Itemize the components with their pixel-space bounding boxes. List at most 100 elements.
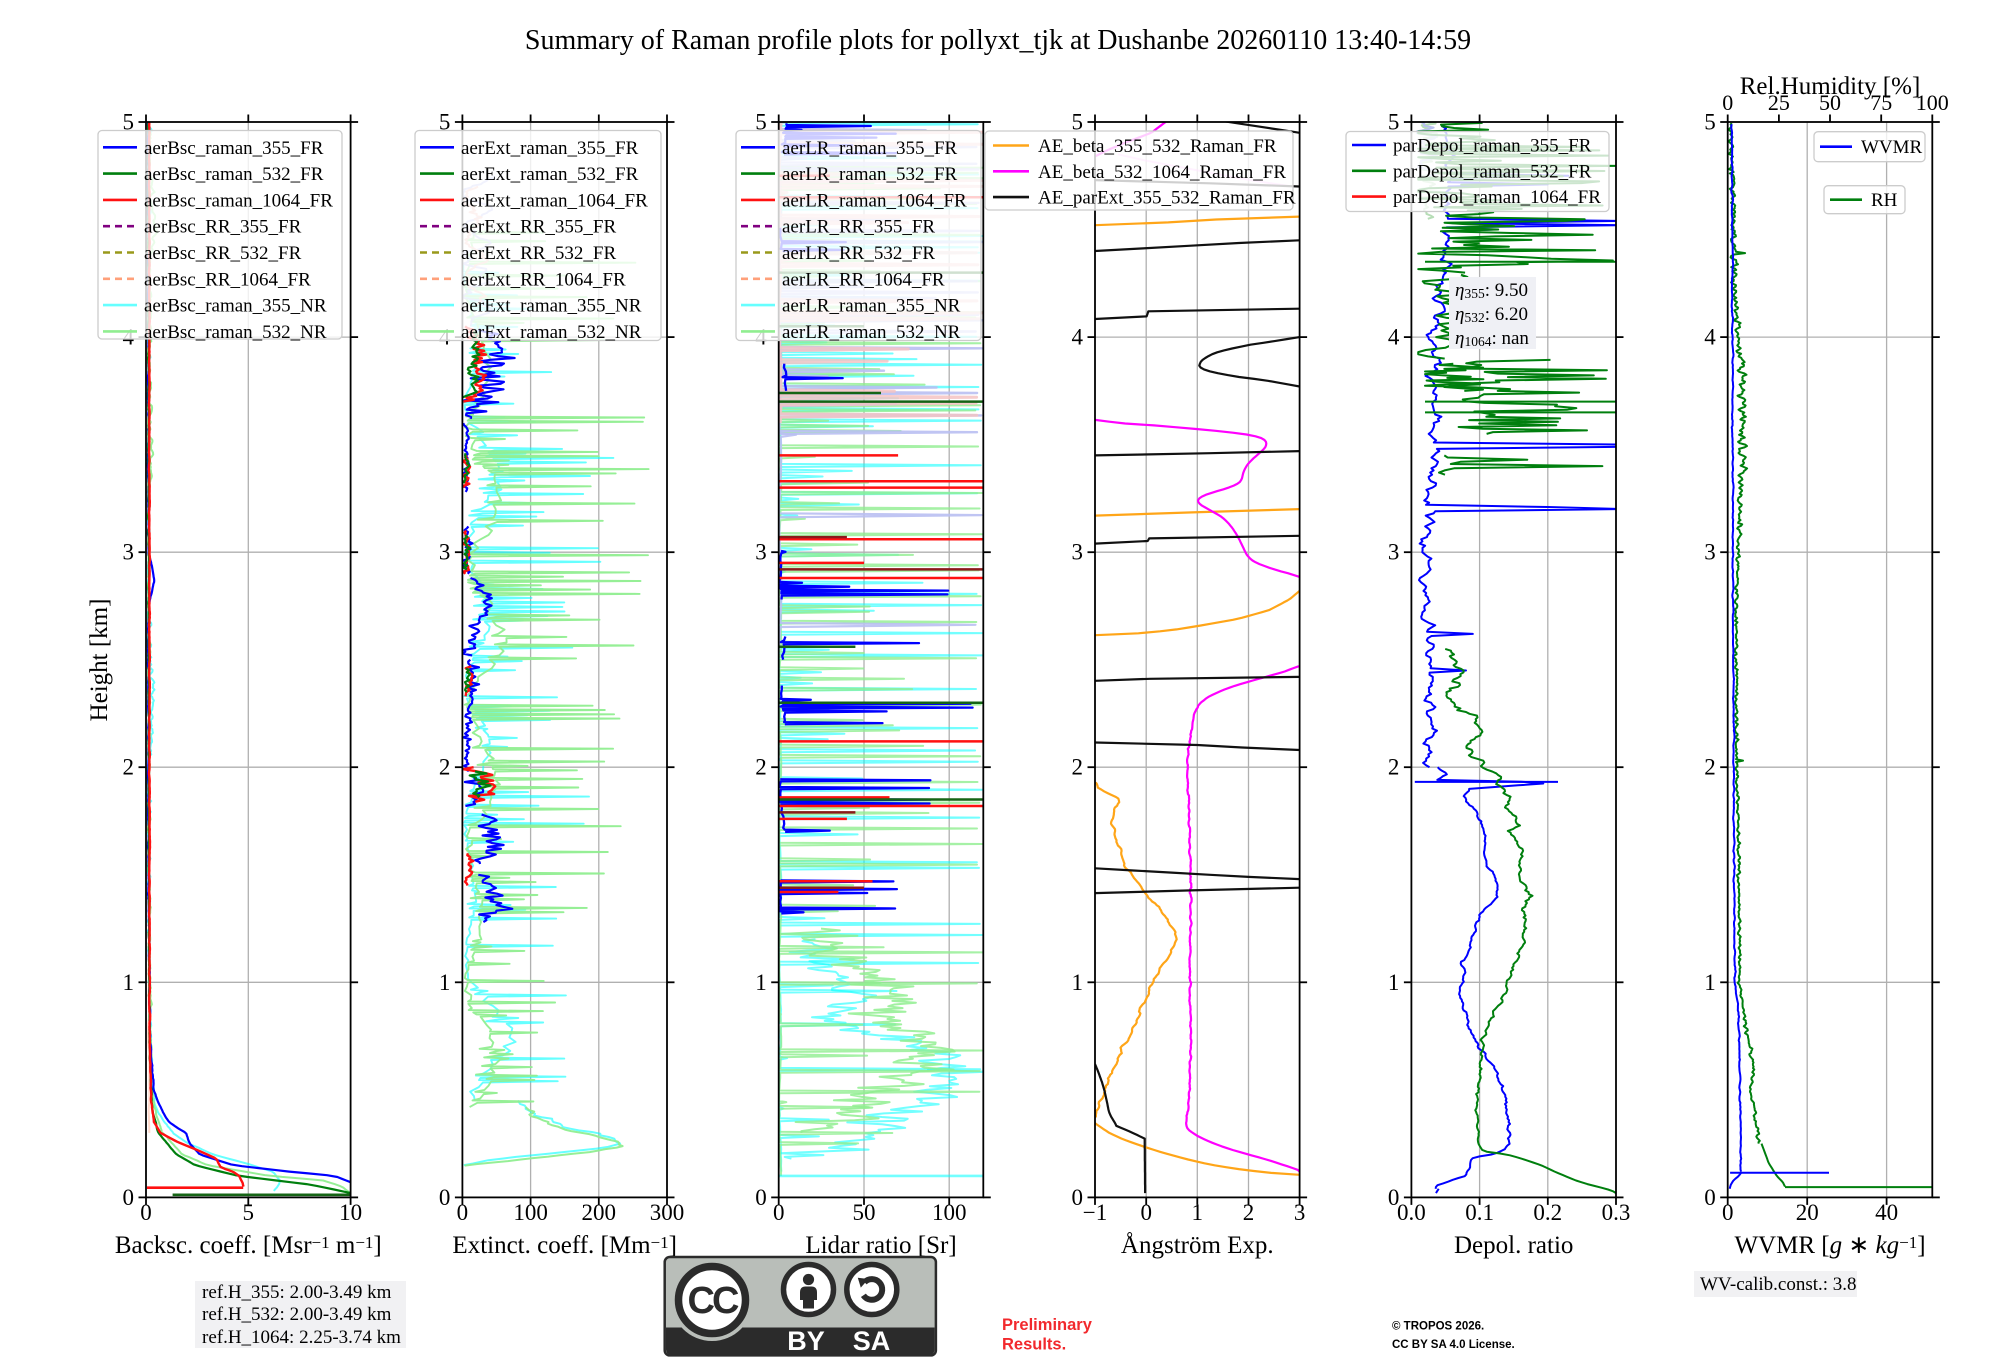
svg-text:300: 300 [650, 1200, 685, 1225]
svg-text:aerExt_RR_355_FR: aerExt_RR_355_FR [461, 217, 616, 238]
svg-text:aerBsc_RR_1064_FR: aerBsc_RR_1064_FR [144, 269, 311, 290]
svg-text:ref.H_1064: 2.25-3.74 km: ref.H_1064: 2.25-3.74 km [202, 1327, 401, 1348]
svg-text:aerExt_raman_1064_FR: aerExt_raman_1064_FR [461, 190, 648, 211]
svg-text:1: 1 [1704, 970, 1716, 995]
svg-text:RH: RH [1871, 190, 1898, 211]
svg-text:aerExt_raman_355_FR: aerExt_raman_355_FR [461, 138, 639, 159]
svg-text:200: 200 [582, 1200, 617, 1225]
svg-text:0: 0 [1072, 1185, 1084, 1210]
svg-text:aerExt_raman_532_FR: aerExt_raman_532_FR [461, 164, 639, 185]
svg-text:aerBsc_raman_355_FR: aerBsc_raman_355_FR [144, 138, 324, 159]
svg-text:25: 25 [1768, 90, 1790, 115]
svg-text:Ångström Exp.: Ångström Exp. [1121, 1232, 1274, 1259]
svg-text:4: 4 [1072, 325, 1084, 350]
svg-text:40: 40 [1875, 1200, 1898, 1225]
svg-text:1: 1 [439, 970, 451, 995]
svg-text:Summary of Raman profile plots: Summary of Raman profile plots for polly… [525, 25, 1471, 56]
svg-text:BY: BY [787, 1326, 825, 1356]
svg-text:0: 0 [439, 1185, 451, 1210]
svg-text:aerBsc_raman_532_NR: aerBsc_raman_532_NR [144, 322, 327, 343]
svg-text:ref.H_355: 2.00-3.49 km: ref.H_355: 2.00-3.49 km [202, 1282, 392, 1303]
svg-text:1: 1 [1072, 970, 1084, 995]
svg-text:η532: 6.20: η532: 6.20 [1455, 304, 1528, 325]
svg-text:1: 1 [1388, 970, 1400, 995]
svg-text:2: 2 [1704, 755, 1716, 780]
svg-text:0: 0 [123, 1185, 135, 1210]
svg-text:Height [km]: Height [km] [86, 599, 113, 722]
svg-text:0.2: 0.2 [1533, 1200, 1562, 1225]
svg-text:WV-calib.const.: 3.8: WV-calib.const.: 3.8 [1700, 1274, 1857, 1295]
svg-text:parDepol_raman_355_FR: parDepol_raman_355_FR [1393, 136, 1592, 157]
svg-text:aerBsc_RR_355_FR: aerBsc_RR_355_FR [144, 217, 302, 238]
svg-text:100: 100 [513, 1200, 548, 1225]
svg-text:0: 0 [1140, 1200, 1152, 1225]
svg-text:3: 3 [1072, 540, 1084, 565]
svg-text:5: 5 [243, 1200, 255, 1225]
svg-text:0.1: 0.1 [1465, 1200, 1494, 1225]
svg-text:parDepol_raman_1064_FR: parDepol_raman_1064_FR [1393, 187, 1601, 208]
svg-text:η1064: nan: η1064: nan [1455, 328, 1529, 349]
svg-text:100: 100 [932, 1200, 967, 1225]
svg-text:Extinct. coeff. [Mm−1]: Extinct. coeff. [Mm−1] [452, 1232, 677, 1259]
svg-text:aerLR_RR_1064_FR: aerLR_RR_1064_FR [782, 269, 945, 290]
svg-text:0: 0 [1388, 1185, 1400, 1210]
svg-text:1: 1 [1192, 1200, 1204, 1225]
svg-text:Rel.Humidity [%]: Rel.Humidity [%] [1740, 73, 1921, 100]
svg-text:2: 2 [1388, 755, 1400, 780]
svg-text:aerBsc_raman_532_FR: aerBsc_raman_532_FR [144, 164, 324, 185]
svg-text:3: 3 [1294, 1200, 1306, 1225]
svg-text:0: 0 [457, 1200, 469, 1225]
svg-text:5: 5 [123, 110, 135, 135]
svg-text:2: 2 [755, 755, 767, 780]
svg-text:5: 5 [439, 110, 451, 135]
svg-text:0: 0 [140, 1200, 152, 1225]
svg-text:AE_parExt_355_532_Raman_FR: AE_parExt_355_532_Raman_FR [1038, 188, 1296, 209]
svg-text:WVMR [g ∗ kg−1]: WVMR [g ∗ kg−1] [1734, 1232, 1925, 1259]
svg-text:1: 1 [755, 970, 767, 995]
svg-text:ref.H_532: 2.00-3.49 km: ref.H_532: 2.00-3.49 km [202, 1304, 392, 1325]
svg-text:2: 2 [1243, 1200, 1255, 1225]
svg-text:aerExt_raman_355_NR: aerExt_raman_355_NR [461, 296, 642, 317]
svg-text:0.0: 0.0 [1397, 1200, 1426, 1225]
svg-text:3: 3 [1388, 540, 1400, 565]
svg-text:aerLR_raman_1064_FR: aerLR_raman_1064_FR [782, 190, 967, 211]
svg-text:aerExt_raman_532_NR: aerExt_raman_532_NR [461, 322, 642, 343]
svg-text:CC: CC [688, 1280, 739, 1322]
svg-text:1: 1 [123, 970, 135, 995]
svg-text:50: 50 [853, 1200, 876, 1225]
svg-text:5: 5 [1072, 110, 1084, 135]
svg-text:© TROPOS 2026.: © TROPOS 2026. [1392, 1321, 1484, 1333]
svg-text:AE_beta_532_1064_Raman_FR: AE_beta_532_1064_Raman_FR [1038, 162, 1286, 183]
svg-text:0: 0 [773, 1200, 785, 1225]
svg-text:20: 20 [1796, 1200, 1819, 1225]
svg-text:0: 0 [1722, 1200, 1734, 1225]
svg-text:3: 3 [755, 540, 767, 565]
svg-text:10: 10 [339, 1200, 362, 1225]
svg-text:WVMR: WVMR [1861, 137, 1923, 158]
svg-text:2: 2 [1072, 755, 1084, 780]
svg-text:Lidar ratio [Sr]: Lidar ratio [Sr] [805, 1232, 956, 1259]
svg-text:5: 5 [1704, 110, 1716, 135]
svg-text:aerBsc_RR_532_FR: aerBsc_RR_532_FR [144, 243, 302, 264]
svg-text:aerLR_RR_532_FR: aerLR_RR_532_FR [782, 243, 935, 264]
svg-text:AE_beta_355_532_Raman_FR: AE_beta_355_532_Raman_FR [1038, 136, 1277, 157]
svg-text:75: 75 [1870, 90, 1892, 115]
svg-text:CC BY SA 4.0 License.: CC BY SA 4.0 License. [1392, 1339, 1515, 1351]
svg-text:5: 5 [1388, 110, 1400, 135]
svg-text:aerExt_RR_532_FR: aerExt_RR_532_FR [461, 243, 616, 264]
svg-text:3: 3 [1704, 540, 1716, 565]
svg-text:0: 0 [1704, 1185, 1716, 1210]
svg-text:aerLR_raman_532_NR: aerLR_raman_532_NR [782, 322, 961, 343]
svg-text:50: 50 [1819, 90, 1841, 115]
svg-text:0: 0 [1722, 90, 1733, 115]
svg-text:Backsc. coeff. [Msr−1 m−1]: Backsc. coeff. [Msr−1 m−1] [115, 1232, 382, 1259]
svg-text:Results.: Results. [1002, 1336, 1066, 1354]
svg-text:0.3: 0.3 [1602, 1200, 1631, 1225]
svg-text:aerBsc_raman_355_NR: aerBsc_raman_355_NR [144, 296, 327, 317]
svg-text:4: 4 [1388, 325, 1400, 350]
svg-text:0: 0 [755, 1185, 767, 1210]
svg-text:aerBsc_raman_1064_FR: aerBsc_raman_1064_FR [144, 190, 333, 211]
svg-text:aerLR_RR_355_FR: aerLR_RR_355_FR [782, 217, 935, 238]
svg-text:aerLR_raman_532_FR: aerLR_raman_532_FR [782, 164, 958, 185]
svg-text:2: 2 [123, 755, 135, 780]
